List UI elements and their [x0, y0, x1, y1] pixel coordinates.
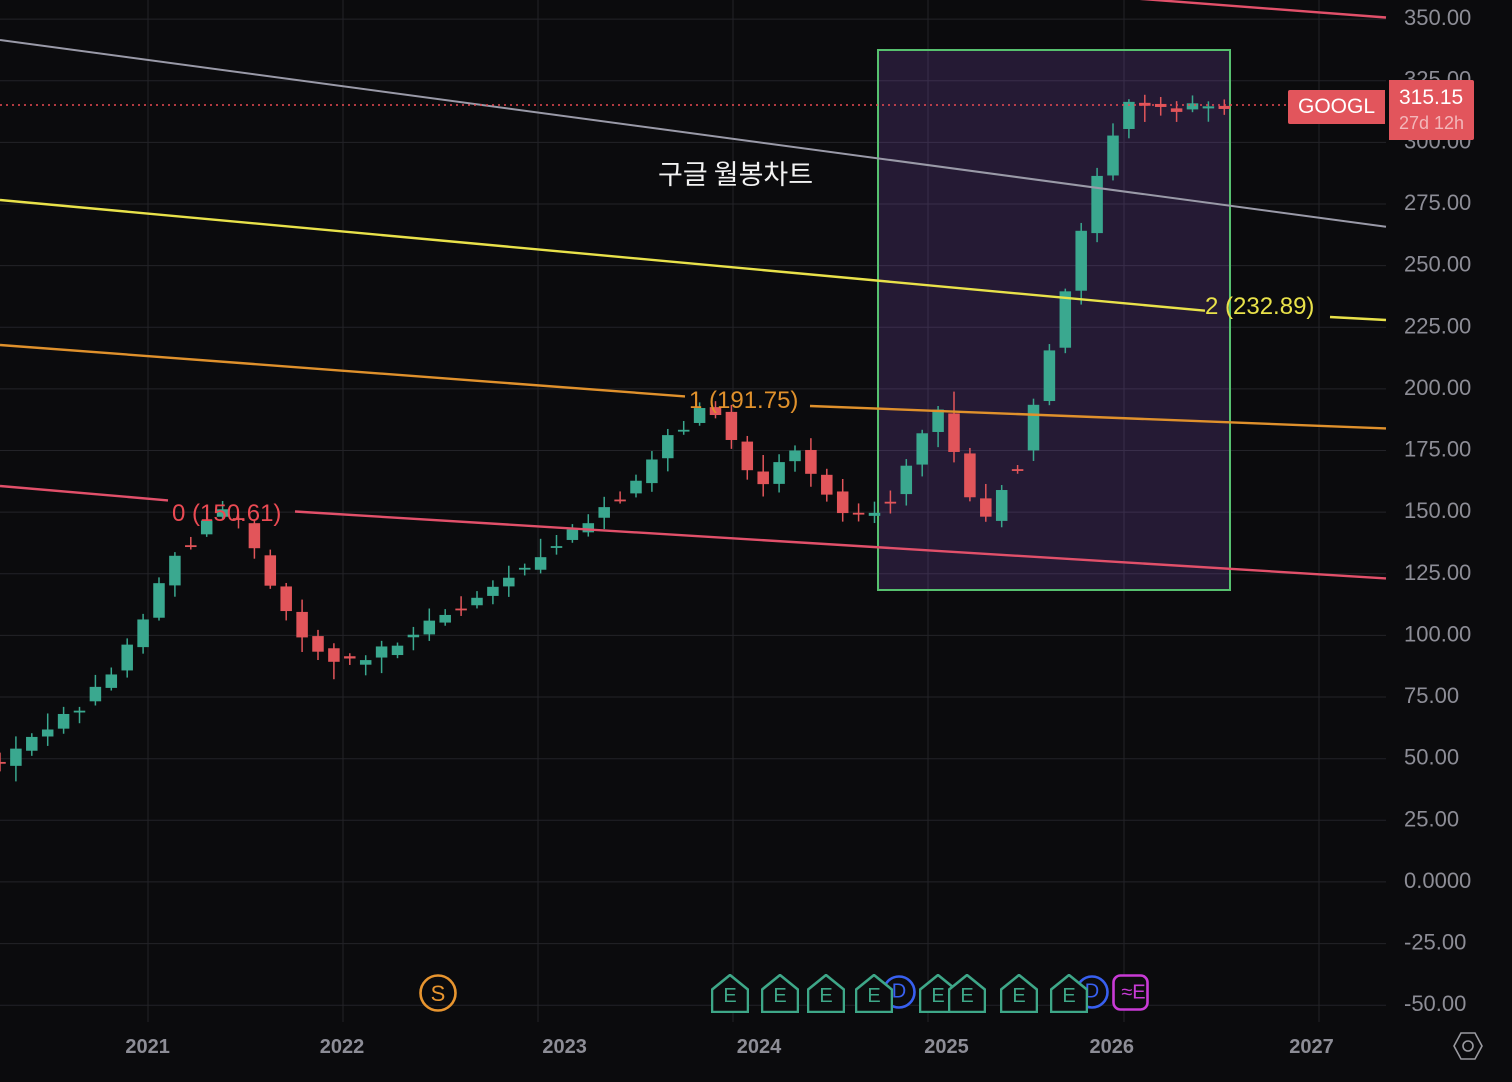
svg-text:S: S — [431, 981, 446, 1006]
svg-text:E: E — [961, 985, 974, 1007]
svg-text:150.00: 150.00 — [1404, 498, 1471, 523]
svg-text:E: E — [931, 985, 944, 1007]
svg-text:2025: 2025 — [924, 1036, 969, 1058]
svg-text:E: E — [819, 985, 832, 1007]
svg-text:E: E — [868, 985, 881, 1007]
svg-text:E: E — [723, 985, 736, 1007]
svg-text:-25.00: -25.00 — [1404, 930, 1466, 955]
svg-text:-50.00: -50.00 — [1404, 991, 1466, 1016]
svg-text:75.00: 75.00 — [1404, 683, 1459, 708]
svg-text:2027: 2027 — [1289, 1036, 1334, 1058]
svg-text:≈E: ≈E — [1121, 981, 1145, 1003]
svg-text:25.00: 25.00 — [1404, 806, 1459, 831]
svg-text:125.00: 125.00 — [1404, 560, 1471, 585]
svg-text:175.00: 175.00 — [1404, 437, 1471, 462]
svg-text:E: E — [1012, 985, 1025, 1007]
svg-text:2024: 2024 — [737, 1036, 782, 1058]
svg-text:2026: 2026 — [1090, 1036, 1135, 1058]
svg-text:275.00: 275.00 — [1404, 190, 1471, 215]
svg-text:2021: 2021 — [125, 1036, 170, 1058]
svg-text:225.00: 225.00 — [1404, 313, 1471, 338]
svg-text:E: E — [1062, 985, 1075, 1007]
svg-text:D: D — [892, 980, 906, 1002]
svg-text:50.00: 50.00 — [1404, 745, 1459, 770]
svg-text:100.00: 100.00 — [1404, 621, 1471, 646]
svg-text:0.0000: 0.0000 — [1404, 868, 1471, 893]
svg-text:E: E — [773, 985, 786, 1007]
svg-text:350.00: 350.00 — [1404, 5, 1471, 30]
svg-text:200.00: 200.00 — [1404, 375, 1471, 400]
svg-text:2023: 2023 — [542, 1036, 587, 1058]
svg-text:250.00: 250.00 — [1404, 252, 1471, 277]
svg-text:2022: 2022 — [320, 1036, 365, 1058]
